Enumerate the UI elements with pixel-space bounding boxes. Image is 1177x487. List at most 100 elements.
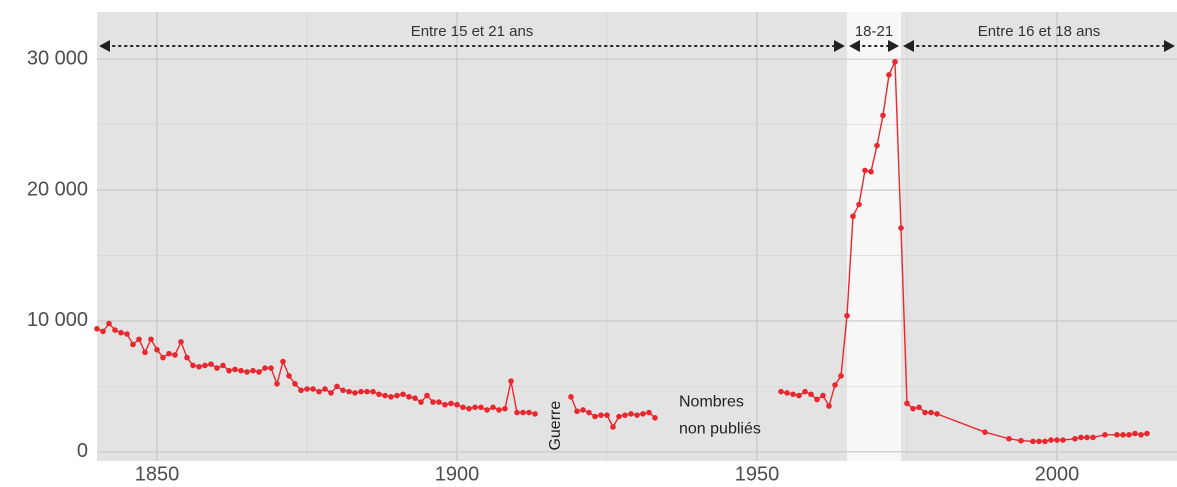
data-point: [202, 362, 208, 369]
data-point: [190, 362, 196, 369]
data-point: [184, 354, 190, 361]
data-point: [892, 58, 898, 65]
data-point: [598, 412, 604, 418]
arrow-head: [849, 40, 860, 52]
annotation: Guerre: [547, 401, 564, 451]
data-point: [424, 392, 430, 399]
data-point: [118, 329, 124, 336]
data-point: [898, 225, 904, 231]
data-point: [220, 362, 226, 369]
data-point: [526, 409, 532, 416]
data-point: [376, 391, 382, 398]
data-point: [400, 391, 406, 398]
data-point: [778, 388, 784, 395]
data-point: [142, 349, 148, 356]
data-point: [640, 411, 646, 417]
data-point: [418, 399, 424, 405]
data-point: [112, 327, 118, 333]
data-point: [514, 409, 520, 416]
period-shade: [901, 12, 1177, 461]
data-point: [100, 328, 106, 335]
data-point: [136, 336, 142, 343]
data-point: [436, 399, 442, 405]
arrow-head: [1164, 40, 1175, 52]
data-point: [382, 392, 388, 399]
data-point: [868, 168, 874, 175]
y-tick-label: 0: [77, 440, 88, 462]
data-point: [850, 213, 856, 220]
data-point: [262, 365, 268, 371]
data-point: [826, 403, 832, 409]
data-point: [886, 72, 892, 78]
data-point: [388, 394, 394, 400]
data-point: [922, 409, 928, 416]
data-point: [820, 392, 826, 399]
data-point: [1078, 434, 1084, 441]
period-label: Entre 16 et 18 ans: [978, 23, 1101, 40]
data-point: [1048, 437, 1054, 443]
data-point: [1030, 438, 1036, 445]
data-point: [784, 390, 790, 396]
data-point: [412, 395, 418, 401]
data-point: [334, 383, 340, 390]
data-point: [1144, 430, 1150, 437]
data-point: [616, 413, 622, 420]
data-point: [838, 373, 844, 379]
data-point: [298, 387, 304, 394]
data-point: [250, 367, 256, 374]
x-tick-label: 1850: [135, 463, 180, 485]
data-point: [628, 411, 634, 417]
data-point: [172, 352, 178, 358]
data-point: [508, 378, 514, 384]
y-tick-label: 20 000: [27, 178, 88, 200]
data-point: [904, 400, 910, 407]
data-point: [1042, 438, 1048, 445]
arrow-head: [834, 40, 845, 52]
data-point: [1006, 435, 1012, 442]
annotation: non publiés: [679, 420, 761, 437]
data-point: [1054, 437, 1060, 443]
x-tick-label: 1950: [735, 463, 780, 485]
data-point: [1120, 432, 1126, 438]
data-point: [634, 412, 640, 418]
data-point: [232, 366, 238, 373]
data-point: [502, 405, 508, 412]
data-point: [148, 336, 154, 343]
data-point: [790, 391, 796, 398]
data-point: [874, 142, 880, 149]
x-tick-label: 2000: [1035, 463, 1080, 485]
y-tick-label: 30 000: [27, 47, 88, 69]
data-point: [532, 411, 538, 417]
data-point: [592, 413, 598, 420]
data-point: [244, 369, 250, 375]
data-point: [274, 380, 280, 387]
data-point: [130, 341, 136, 348]
data-point: [472, 404, 478, 411]
data-point: [310, 386, 316, 392]
data-point: [166, 350, 172, 357]
data-point: [814, 396, 820, 403]
data-point: [460, 404, 466, 411]
data-point: [928, 409, 934, 416]
data-point: [520, 409, 526, 416]
data-point: [568, 394, 574, 400]
data-point: [256, 369, 262, 375]
data-point: [622, 412, 628, 418]
data-point: [304, 386, 310, 392]
data-point: [466, 405, 472, 412]
data-point: [646, 409, 652, 416]
period-label: Entre 15 et 21 ans: [411, 23, 534, 40]
data-point: [880, 112, 886, 119]
data-point: [832, 382, 838, 388]
annotation: Nombres: [679, 393, 744, 410]
data-point: [1114, 432, 1120, 438]
data-point: [406, 394, 412, 400]
data-point: [322, 386, 328, 392]
data-point: [430, 399, 436, 405]
data-point: [802, 388, 808, 395]
data-point: [286, 373, 292, 379]
data-point: [910, 405, 916, 412]
data-point: [280, 358, 286, 365]
data-point: [340, 387, 346, 394]
